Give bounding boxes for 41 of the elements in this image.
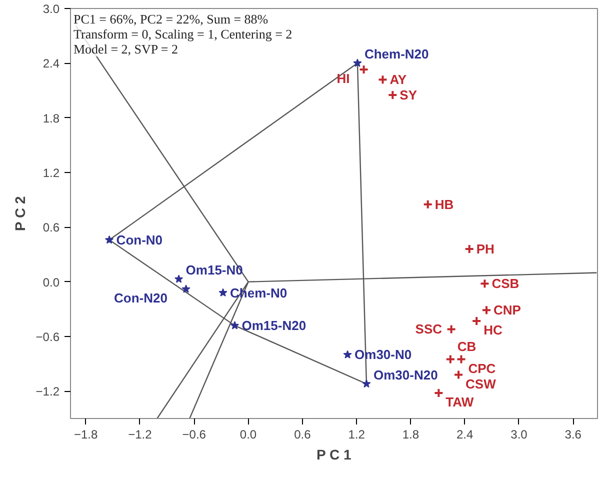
annotation: HC (484, 322, 503, 338)
annotation: CNP (494, 302, 522, 318)
x-tick-label: 0.6 (294, 428, 312, 442)
annotation: HB (434, 196, 454, 212)
annotation: CSB (492, 276, 520, 292)
annotation: SY (400, 88, 418, 103)
x-tick-label: 1.8 (402, 428, 420, 442)
annotation: Model = 2, SVP = 2 (74, 42, 178, 56)
x-tick-label: −1.2 (128, 428, 152, 442)
y-tick-label: 0.6 (42, 220, 60, 235)
annotation: HI (336, 71, 350, 86)
annotation: PC1 = 66%, PC2 = 22%, Sum = 88% (74, 12, 268, 26)
x-tick-label: 0.0 (240, 428, 257, 442)
x-tick-label: 1.2 (348, 428, 366, 442)
y-tick-label: 1.8 (42, 111, 60, 126)
annotation: SSC (415, 322, 443, 337)
annotation: CPC (468, 360, 496, 376)
annotation: CSW (466, 376, 497, 392)
y-axis-title: P C 2 (12, 196, 28, 232)
annotation: AY (390, 72, 407, 88)
annotation: TAW (446, 394, 474, 410)
x-tick-label: −0.6 (182, 428, 206, 442)
annotation: Transform = 0, Scaling = 1, Centering = 2 (74, 26, 292, 42)
y-tick-label: −1.2 (36, 384, 60, 399)
y-tick-label: 3.0 (42, 2, 60, 16)
x-tick-label: 2.4 (456, 428, 474, 442)
y-tick-label: −0.6 (36, 330, 60, 344)
x-tick-label: 3.6 (564, 428, 582, 442)
x-axis-title: P C 1 (316, 446, 352, 462)
y-tick-label: 1.2 (42, 166, 60, 180)
y-tick-label: 0.0 (42, 275, 60, 290)
y-tick-label: 2.4 (42, 56, 60, 71)
annotation: PH (476, 242, 494, 257)
annotation: Om30-N20 (373, 367, 438, 382)
x-tick-label: 3.0 (510, 428, 528, 442)
annotation: Con-N0 (116, 232, 163, 248)
annotation: Om15-N20 (242, 318, 306, 334)
annotation: CB (457, 338, 476, 354)
annotation: Chem-N20 (364, 46, 429, 62)
annotation: Con-N20 (114, 290, 168, 306)
x-tick-label: −1.8 (74, 428, 98, 442)
